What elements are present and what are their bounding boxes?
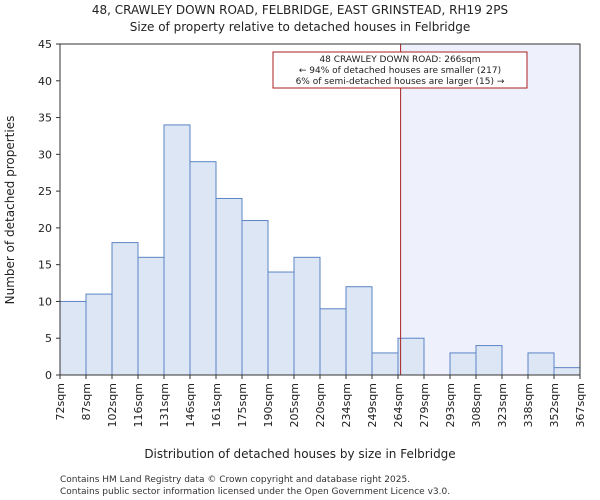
- x-tick-label: 249sqm: [366, 383, 379, 427]
- y-tick-label: 40: [38, 75, 52, 88]
- bar-72sqm: [59, 300, 87, 376]
- y-axis-ticks: 0 5 10 15 20 25 30 35 40 45: [38, 38, 60, 382]
- y-tick-label: 20: [38, 222, 52, 235]
- bar-249sqm: [371, 352, 399, 376]
- bar-234sqm: [345, 286, 373, 376]
- bar-190sqm: [267, 271, 295, 376]
- x-tick-label: 338sqm: [522, 383, 535, 427]
- bar-175sqm: [241, 220, 269, 376]
- y-axis-label: Number of detached properties: [3, 116, 17, 305]
- annotation-box: 48 CRAWLEY DOWN ROAD: 266sqm ← 94% of de…: [272, 51, 528, 89]
- y-tick-label: 25: [38, 185, 52, 198]
- chart-title: 48, CRAWLEY DOWN ROAD, FELBRIDGE, EAST G…: [92, 3, 508, 17]
- x-tick-label: 367sqm: [574, 383, 587, 427]
- bar-264sqm: [397, 337, 425, 376]
- bar-352sqm: [553, 367, 581, 376]
- x-tick-label: 175sqm: [236, 383, 249, 427]
- bar-102sqm: [111, 242, 139, 376]
- annotation-frame: [272, 51, 528, 89]
- bar-220sqm: [319, 308, 347, 376]
- annotation-line-1: 48 CRAWLEY DOWN ROAD: 266sqm: [319, 55, 480, 65]
- x-axis-label: Distribution of detached houses by size …: [144, 447, 455, 461]
- bar-338sqm: [527, 352, 555, 376]
- y-tick-label: 45: [38, 38, 52, 51]
- x-tick-label: 131sqm: [158, 383, 171, 427]
- x-tick-label: 116sqm: [132, 383, 145, 427]
- x-tick-label: 205sqm: [288, 383, 301, 427]
- bar-161sqm: [215, 197, 243, 376]
- x-tick-label: 264sqm: [392, 383, 405, 427]
- y-tick-label: 5: [45, 332, 52, 345]
- property-side-shade: [400, 44, 580, 375]
- y-tick-label: 15: [38, 259, 52, 272]
- x-tick-label: 352sqm: [548, 383, 561, 427]
- x-tick-label: 146sqm: [184, 383, 197, 427]
- y-tick-label: 30: [38, 148, 52, 161]
- footer-line-1: Contains HM Land Registry data © Crown c…: [60, 475, 410, 485]
- annotation-line-2: ← 94% of detached houses are smaller (21…: [299, 66, 501, 76]
- bar-293sqm: [449, 352, 477, 376]
- x-tick-label: 293sqm: [444, 383, 457, 427]
- x-tick-label: 279sqm: [418, 383, 431, 427]
- y-tick-label: 35: [38, 112, 52, 125]
- bar-146sqm: [189, 161, 217, 376]
- x-tick-label: 308sqm: [470, 383, 483, 427]
- bar-87sqm: [85, 293, 113, 376]
- bar-308sqm: [475, 345, 503, 376]
- bar-205sqm: [293, 256, 321, 376]
- x-tick-label: 323sqm: [496, 383, 509, 427]
- x-tick-label: 161sqm: [210, 383, 223, 427]
- footer-line-2: Contains public sector information licen…: [60, 487, 450, 497]
- annotation-line-3: 6% of semi-detached houses are larger (1…: [296, 77, 505, 87]
- x-tick-label: 220sqm: [314, 383, 327, 427]
- bars-group: [59, 124, 581, 376]
- x-tick-label: 190sqm: [262, 383, 275, 427]
- bar-116sqm: [137, 256, 165, 376]
- y-tick-label: 10: [38, 295, 52, 308]
- x-tick-label: 102sqm: [106, 383, 119, 427]
- bar-131sqm: [163, 124, 191, 376]
- chart-subtitle: Size of property relative to detached ho…: [130, 20, 471, 34]
- y-tick-label: 0: [45, 369, 52, 382]
- x-tick-label: 87sqm: [80, 383, 93, 420]
- x-tick-label: 234sqm: [340, 383, 353, 427]
- x-tick-label: 72sqm: [54, 383, 67, 420]
- x-axis-ticks: 72sqm 87sqm 102sqm 116sqm 131sqm 146sqm 161sqm…: [54, 375, 587, 427]
